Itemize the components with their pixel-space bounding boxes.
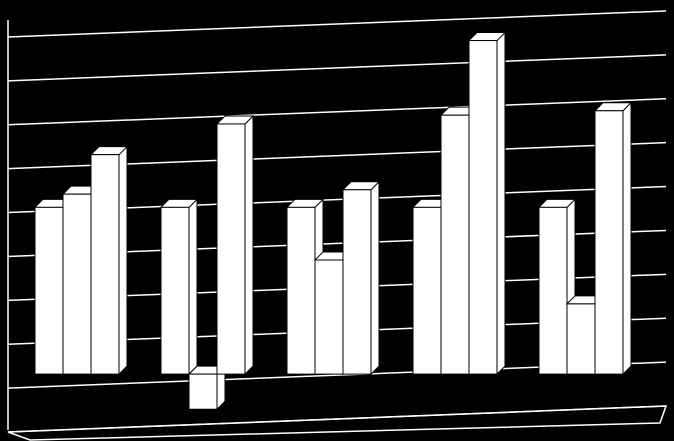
floor xyxy=(7,405,668,441)
bar xyxy=(34,206,64,375)
bar xyxy=(440,114,470,375)
bar-side xyxy=(188,198,198,376)
bar-side xyxy=(496,31,506,376)
bar xyxy=(90,154,120,375)
bar xyxy=(160,206,190,375)
bar-side xyxy=(622,101,632,376)
bar xyxy=(62,193,92,375)
bar xyxy=(566,303,596,375)
bar xyxy=(412,206,442,375)
grid-line xyxy=(7,54,667,82)
grid-line xyxy=(7,98,667,126)
bar xyxy=(286,206,316,375)
bar xyxy=(216,123,246,375)
bar-side xyxy=(118,145,128,376)
bar xyxy=(594,110,624,375)
bar-side xyxy=(370,180,380,376)
bar xyxy=(188,373,218,410)
bar xyxy=(314,259,344,375)
bar-side xyxy=(244,114,254,376)
bar xyxy=(468,40,498,375)
bar xyxy=(538,206,568,375)
bar xyxy=(342,189,372,375)
grid-line xyxy=(7,10,667,38)
